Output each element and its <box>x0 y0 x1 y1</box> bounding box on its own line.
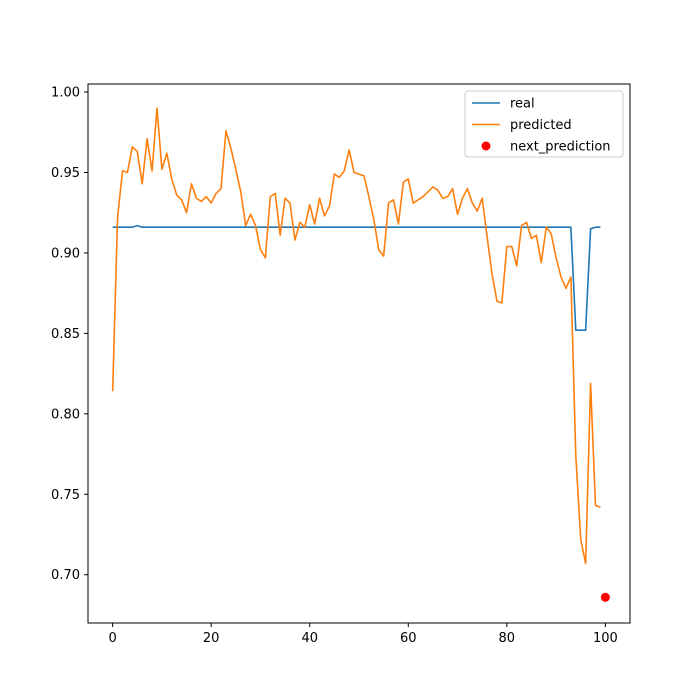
x-axis: 0 20 40 60 80 100 <box>108 623 618 646</box>
plot-area <box>111 107 610 602</box>
y-tick-label: 0.75 <box>51 488 80 503</box>
x-tick-label: 60 <box>400 631 417 646</box>
y-tick-label: 0.70 <box>51 568 80 583</box>
y-tick-label: 1.00 <box>51 86 80 101</box>
legend-label-real: real <box>510 97 535 112</box>
y-axis: 0.70 0.75 0.80 0.85 0.90 0.95 1.00 <box>51 86 88 583</box>
y-tick-label: 0.95 <box>51 166 80 181</box>
x-tick-label: 40 <box>301 631 318 646</box>
legend-swatch-next_prediction <box>481 141 491 151</box>
x-tick-label: 0 <box>108 631 116 646</box>
x-tick-label: 100 <box>593 631 618 646</box>
x-tick-label: 80 <box>499 631 516 646</box>
scatter-point-next_prediction <box>600 592 610 602</box>
legend-box <box>464 90 624 158</box>
series-line-real <box>112 224 601 331</box>
x-tick-label: 20 <box>203 631 220 646</box>
axes-frame <box>87 83 631 624</box>
legend-label-next_prediction: next_prediction <box>510 140 611 155</box>
legend: real predicted next_prediction <box>464 90 624 158</box>
y-tick-label: 0.85 <box>51 327 80 342</box>
y-tick-label: 0.90 <box>51 246 80 261</box>
y-tick-label: 0.80 <box>51 407 80 422</box>
series-line-predicted <box>111 107 601 565</box>
legend-label-predicted: predicted <box>510 118 572 133</box>
